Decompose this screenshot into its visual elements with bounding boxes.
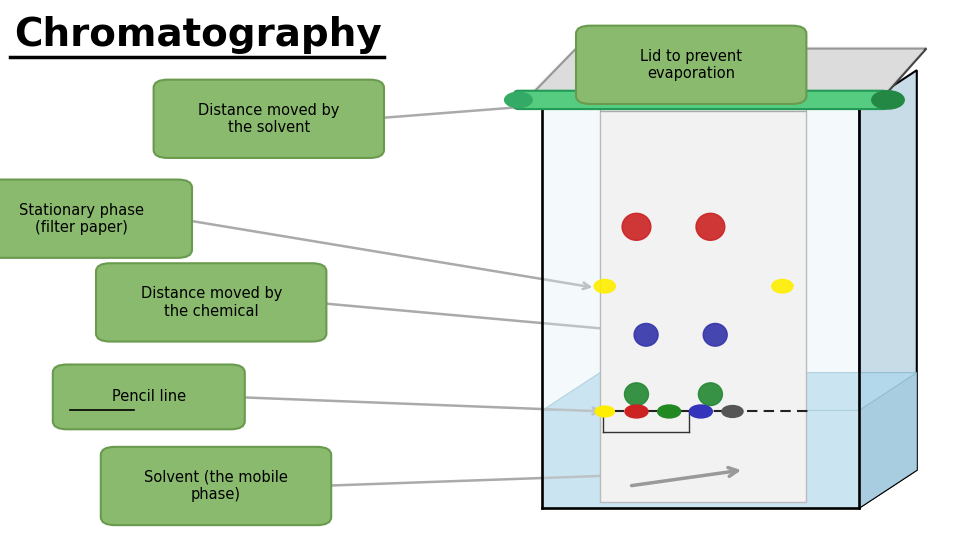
FancyBboxPatch shape bbox=[154, 79, 384, 158]
Polygon shape bbox=[518, 49, 926, 108]
Polygon shape bbox=[542, 373, 917, 410]
Circle shape bbox=[658, 405, 681, 418]
Ellipse shape bbox=[635, 323, 659, 346]
Polygon shape bbox=[518, 46, 926, 104]
FancyBboxPatch shape bbox=[101, 447, 331, 525]
Ellipse shape bbox=[594, 280, 615, 293]
FancyBboxPatch shape bbox=[0, 179, 192, 258]
FancyBboxPatch shape bbox=[53, 364, 245, 429]
Ellipse shape bbox=[622, 213, 651, 240]
Circle shape bbox=[872, 91, 904, 109]
Ellipse shape bbox=[772, 280, 793, 293]
Text: Chromatography: Chromatography bbox=[14, 16, 382, 54]
Polygon shape bbox=[600, 89, 806, 111]
Text: Lid to prevent
evaporation: Lid to prevent evaporation bbox=[640, 49, 742, 81]
Text: Solvent (the mobile
phase): Solvent (the mobile phase) bbox=[144, 470, 288, 502]
Polygon shape bbox=[542, 470, 917, 508]
FancyBboxPatch shape bbox=[96, 263, 326, 342]
Polygon shape bbox=[542, 410, 859, 508]
Text: Pencil line: Pencil line bbox=[111, 389, 186, 404]
Ellipse shape bbox=[698, 383, 722, 406]
Ellipse shape bbox=[703, 323, 728, 346]
Polygon shape bbox=[859, 70, 917, 508]
Polygon shape bbox=[859, 373, 917, 508]
Text: Distance moved by
the solvent: Distance moved by the solvent bbox=[198, 103, 340, 135]
FancyBboxPatch shape bbox=[515, 91, 887, 109]
Circle shape bbox=[625, 405, 648, 418]
Polygon shape bbox=[600, 111, 806, 502]
FancyBboxPatch shape bbox=[576, 25, 806, 104]
Text: Distance moved by
the chemical: Distance moved by the chemical bbox=[140, 286, 282, 319]
Circle shape bbox=[595, 406, 614, 417]
Circle shape bbox=[505, 92, 532, 107]
Circle shape bbox=[689, 405, 712, 418]
Text: Stationary phase
(filter paper): Stationary phase (filter paper) bbox=[19, 202, 144, 235]
Ellipse shape bbox=[696, 213, 725, 240]
Ellipse shape bbox=[624, 383, 649, 406]
Polygon shape bbox=[542, 108, 859, 508]
Circle shape bbox=[722, 406, 743, 417]
